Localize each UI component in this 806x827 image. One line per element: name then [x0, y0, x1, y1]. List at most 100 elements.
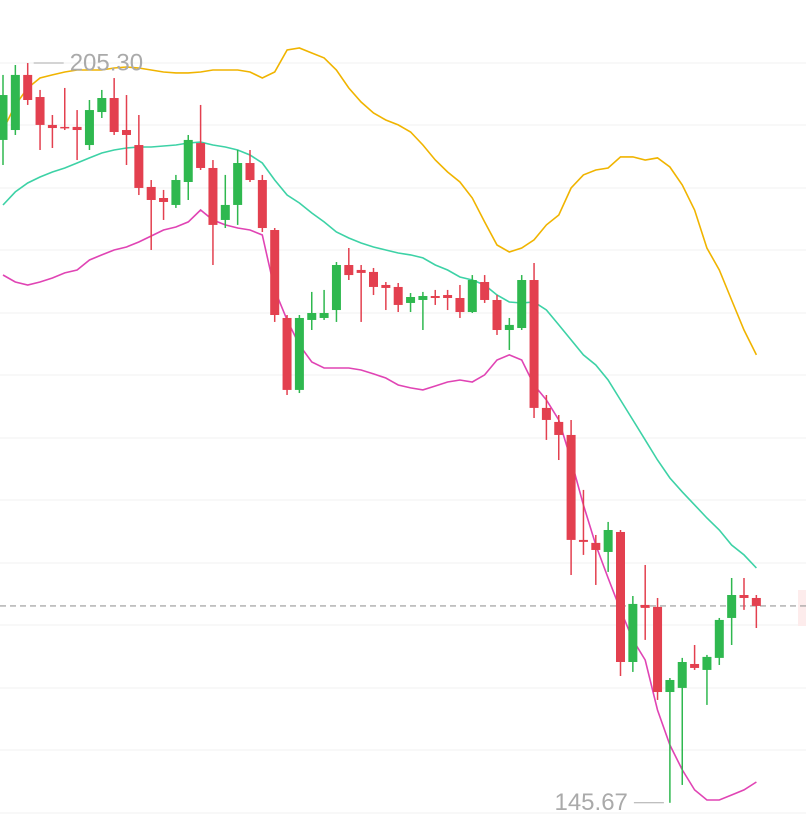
candle-body [233, 163, 243, 205]
candle-body [282, 317, 292, 390]
candle [0, 74, 8, 166]
candle-body [159, 198, 169, 202]
candle [492, 295, 502, 335]
candle-body [739, 595, 749, 598]
candle-body [406, 297, 416, 303]
candle [122, 95, 131, 166]
candle-body [72, 126, 82, 131]
candle [517, 275, 527, 331]
candle-body [270, 230, 280, 315]
candle-body [369, 271, 378, 287]
candle [430, 289, 440, 305]
candle [727, 578, 737, 646]
candle-body [529, 280, 539, 408]
candle [406, 293, 416, 313]
candle [319, 289, 329, 320]
candle-body [319, 313, 329, 318]
candle [72, 110, 82, 161]
candle-body [628, 603, 638, 662]
candle-body [109, 98, 119, 133]
candle [47, 115, 57, 149]
candle [171, 174, 181, 208]
candle-body [307, 313, 317, 320]
candle-body [677, 661, 687, 688]
candle [714, 617, 724, 665]
candle [146, 180, 156, 250]
candle-body [23, 74, 33, 100]
candle [60, 87, 70, 131]
candle-body [653, 606, 663, 693]
candle-body [171, 180, 181, 205]
candle-body [220, 204, 230, 220]
candle-body [690, 663, 700, 668]
candle-body [35, 97, 45, 125]
candle [159, 189, 169, 220]
candle [467, 275, 477, 314]
candle-body [430, 296, 440, 298]
candle [702, 654, 712, 705]
candle [233, 149, 243, 225]
candle [455, 284, 465, 318]
candle [369, 267, 378, 296]
candle-body [591, 542, 601, 550]
candle [690, 645, 700, 670]
max-label: 205.30 [70, 49, 143, 76]
candle-body [47, 124, 57, 129]
candle-body [84, 110, 94, 146]
candle [35, 89, 45, 150]
candle-body [504, 324, 514, 331]
candle-body [381, 284, 391, 288]
candle-body [0, 95, 8, 140]
candle [282, 314, 292, 396]
candle-body [344, 264, 354, 276]
candle [739, 578, 749, 610]
candle-body [541, 407, 551, 420]
candle [97, 89, 107, 118]
candle [344, 248, 354, 281]
candle-body [603, 529, 613, 552]
candle [307, 291, 317, 331]
candle [331, 262, 341, 322]
candle-body [183, 139, 193, 182]
candle-body [467, 280, 477, 313]
candle-body [245, 163, 255, 181]
candle [554, 414, 564, 461]
candle-body [134, 145, 144, 188]
candle [10, 65, 20, 135]
candle [270, 228, 280, 322]
candle-body [97, 98, 107, 113]
candle [603, 521, 613, 572]
candle-body [455, 297, 465, 313]
price-tag [798, 590, 806, 626]
candle [653, 597, 663, 700]
candle [109, 78, 119, 135]
candle-body [727, 595, 737, 618]
candle [134, 115, 144, 196]
candle-body [702, 656, 712, 670]
candle [183, 134, 193, 200]
candle-body [393, 286, 403, 305]
candle-body [616, 531, 625, 662]
candle-body [10, 74, 20, 131]
candle-body [492, 299, 502, 331]
candle [356, 264, 366, 322]
candle-body [331, 264, 341, 311]
candle [529, 263, 539, 418]
candle [504, 317, 514, 350]
candle [257, 174, 267, 232]
candle [640, 564, 650, 640]
candle [381, 281, 391, 311]
candle [208, 160, 218, 265]
candle-body [517, 280, 527, 329]
candle [628, 595, 638, 672]
candle [23, 63, 33, 105]
candle-body [356, 269, 366, 273]
candle [220, 174, 230, 229]
candle [616, 529, 625, 677]
candle-body [751, 597, 761, 606]
candle-body [714, 619, 724, 658]
candle [566, 419, 576, 576]
candle [677, 657, 687, 785]
candle [480, 275, 490, 303]
